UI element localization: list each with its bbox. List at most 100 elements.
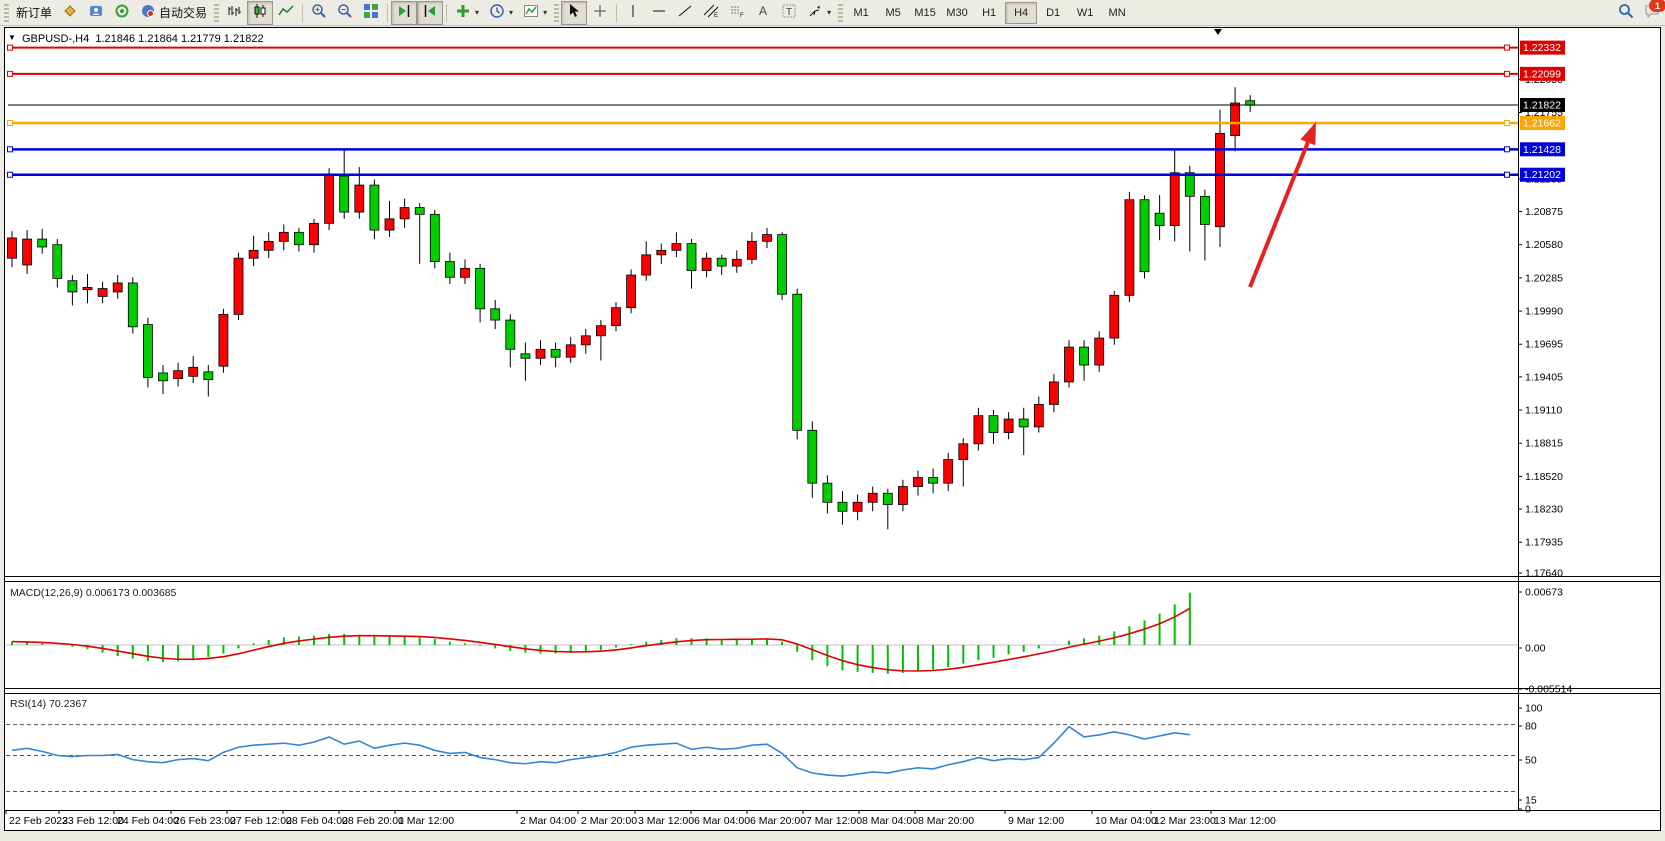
timeframe-button-m1[interactable]: M1 [853,6,869,19]
price-tick-label: 1.18230 [1525,504,1563,516]
time-axis-label: 1 Mar 12:00 [398,815,454,827]
bar-chart-button[interactable] [221,1,247,25]
profile-button[interactable] [83,1,109,25]
candle-body [1018,418,1029,428]
channel-button[interactable]: E [698,1,724,25]
line-handle[interactable] [1504,119,1510,126]
periods-button[interactable]: ▾ [484,1,518,25]
rsi-indicator-label: RSI(14) 70.2367 [10,698,88,710]
fibonacci-button[interactable]: F [724,1,750,25]
line-handle[interactable] [7,44,13,51]
rsi-line [11,725,1190,777]
candle-body [399,207,410,220]
chat-button[interactable]: 1 [1639,0,1665,25]
candle-body [716,257,727,267]
autoscroll-button[interactable] [391,0,418,25]
candle-body [671,243,682,251]
vline-button[interactable] [620,1,646,25]
line-handle[interactable] [7,119,13,126]
candle-body [1033,404,1044,428]
line-chart-button[interactable] [273,1,299,25]
templates-button[interactable]: ▾ [518,1,552,25]
candle-body [792,293,803,431]
channel-icon: E [703,3,719,22]
trend-arrow-shaft[interactable] [1248,141,1310,288]
add-indicator-button[interactable]: ▾ [450,1,484,25]
zoom-in-button[interactable] [306,1,332,25]
candle-body [1049,381,1059,405]
timeframe-button-h4[interactable]: H4 [1005,1,1038,24]
line-handle[interactable] [7,146,13,153]
trend-arrow-head[interactable] [1300,122,1316,146]
time-axis-label: 23 Feb 12:00 [62,815,124,827]
new-order-button[interactable]: 新订单 [11,1,57,25]
macd-axis-label: 0.00 [1525,643,1546,655]
candle-body [852,501,863,512]
line-handle[interactable] [1504,70,1510,77]
symbol-dropdown-icon[interactable]: ▼ [8,33,16,42]
candle-body [248,249,259,259]
cursor-button[interactable] [561,0,588,25]
zoom-out-button[interactable] [332,1,358,25]
chart-shift-marker-icon[interactable] [1214,29,1222,35]
timeframe-button-m30[interactable]: M30 [946,6,968,19]
candle-body [1124,199,1135,296]
signals-button[interactable] [109,1,135,25]
candle-body [369,184,380,231]
price-tick-label: 1.18815 [1525,438,1563,450]
candle-chart-button[interactable] [247,0,274,25]
shapes-icon [807,3,823,22]
timeframe-button-d1[interactable]: D1 [1046,6,1061,19]
candle-body [913,477,923,487]
timeframe-button-m15[interactable]: M15 [914,6,936,19]
price-tick-label: 1.19110 [1525,405,1562,417]
svg-text:A: A [759,4,767,18]
line-handle[interactable] [7,70,13,77]
arrows-button[interactable]: ▾ [802,1,836,25]
metaeditor-button[interactable] [57,1,83,25]
rsi-axis-label: 50 [1525,755,1537,767]
line-handle[interactable] [1504,171,1510,178]
chart-area[interactable]: 1.220501.217551.211651.208751.205801.202… [0,26,1665,841]
price-tick-label: 1.17640 [1525,568,1563,580]
text-label-button[interactable]: T [776,1,802,25]
price-line-label-box [1520,98,1565,112]
crosshair-button[interactable] [587,1,613,25]
autotrading-button[interactable]: 自动交易 [135,1,212,25]
trendline-button[interactable] [672,1,698,25]
candle-body [1079,346,1089,366]
svg-text:T: T [786,7,792,18]
timeframe-button-w1[interactable]: W1 [1076,6,1094,19]
candle-body [1003,418,1014,433]
toolbar-separator [302,3,304,22]
toolbar-grip [838,3,844,22]
candle-body [263,240,274,251]
line-handle[interactable] [1504,44,1510,51]
chart-shift-button[interactable] [417,0,444,25]
candle-body [414,207,425,215]
timeframe-button-m5[interactable]: M5 [885,6,901,19]
price-line-label: 1.22099 [1523,68,1561,80]
line-handle[interactable] [1504,146,1510,153]
toolbar-separator [616,3,618,22]
price-line-label-box [1520,167,1565,182]
search-button[interactable] [1613,1,1639,25]
time-axis-label: 10 Mar 04:00 [1095,815,1157,827]
timeframe-button-mn[interactable]: MN [1108,6,1126,19]
candle-body [596,325,606,337]
candle-body [354,184,365,213]
candle-body [686,243,697,271]
text-button[interactable]: A [750,1,776,25]
candle-body [807,429,818,484]
price-line-label-box [1520,66,1565,81]
candle-body [943,459,954,484]
tile-windows-button[interactable] [358,1,384,25]
candle-body [460,267,470,278]
hline-button[interactable] [646,1,672,25]
candle-body [384,218,395,231]
candle-body [339,175,350,213]
timeframe-button-h1[interactable]: H1 [982,6,997,19]
candle-body [324,173,335,224]
candle-body [580,335,591,346]
line-handle[interactable] [7,171,13,178]
